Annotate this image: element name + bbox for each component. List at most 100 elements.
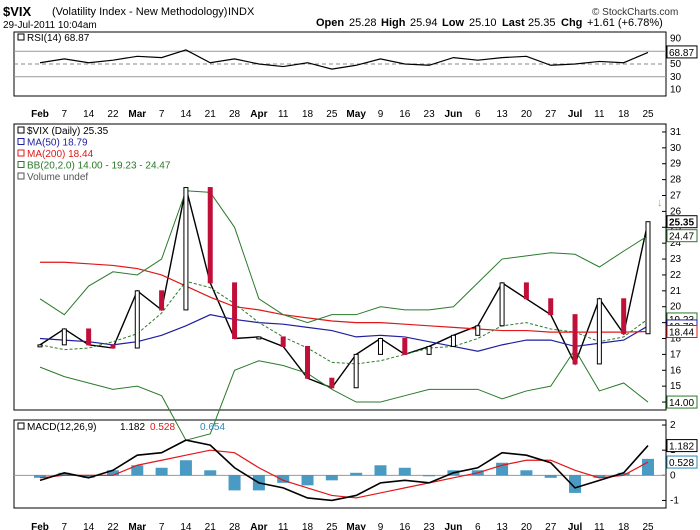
price-badge bbox=[666, 229, 698, 243]
macd-badge bbox=[666, 455, 698, 469]
x-axis-label: 18 bbox=[618, 109, 630, 120]
macd-tick-label: 2 bbox=[670, 420, 676, 431]
x-axis-label-bottom: 6 bbox=[475, 522, 481, 530]
x-axis-label: May bbox=[346, 109, 366, 120]
open-label: Open bbox=[316, 17, 344, 29]
x-axis-label: 25 bbox=[326, 109, 338, 120]
macd-badge bbox=[666, 439, 698, 453]
price-badge-text: 25.35 bbox=[669, 218, 694, 229]
rsi-line bbox=[39, 49, 649, 70]
price-tick-label: 23 bbox=[670, 254, 682, 265]
price-tick-label: 15 bbox=[670, 381, 682, 392]
x-axis-label: 28 bbox=[229, 109, 241, 120]
macd-badge-text: 0.528 bbox=[669, 458, 694, 469]
x-axis-label: 18 bbox=[302, 109, 314, 120]
macd-signal-line bbox=[39, 449, 649, 499]
macd-histogram-bar bbox=[325, 475, 338, 481]
price-badge-text: 14.00 bbox=[669, 398, 694, 409]
macd-histogram-bar bbox=[228, 475, 241, 491]
macd-histogram-bar bbox=[593, 475, 606, 478]
price-candle bbox=[232, 282, 238, 339]
x-axis-label: Mar bbox=[128, 109, 146, 120]
chg-value: +1.61 (+6.78%) bbox=[587, 17, 663, 29]
price-candle bbox=[280, 336, 286, 347]
price-series-bb-middle bbox=[39, 280, 649, 365]
price-series-ma-50 bbox=[39, 314, 649, 352]
price-candle bbox=[207, 187, 213, 284]
x-axis-label: 11 bbox=[594, 109, 605, 120]
macd-histogram-bar bbox=[277, 475, 290, 483]
chg-label: Chg bbox=[561, 17, 582, 29]
price-arrow-icon: ↓ bbox=[657, 197, 663, 209]
price-legend-swatch bbox=[17, 149, 25, 157]
macd-histogram-bar bbox=[569, 475, 582, 493]
x-axis-label: 22 bbox=[107, 109, 119, 120]
rsi-tick-label: 30 bbox=[670, 72, 682, 83]
price-series-ma-200 bbox=[40, 261, 649, 333]
x-axis-label-bottom: 23 bbox=[424, 522, 436, 530]
price-badge bbox=[666, 325, 698, 339]
x-axis-label: 27 bbox=[545, 109, 557, 120]
low-label: Low bbox=[442, 17, 464, 29]
price-legend-entry: $VIX (Daily) 25.35 bbox=[27, 126, 109, 137]
price-candle bbox=[645, 221, 651, 335]
last-label: Last bbox=[502, 17, 525, 29]
price-legend-entry: Volume undef bbox=[27, 172, 88, 183]
x-axis-label-bottom: 18 bbox=[302, 522, 314, 530]
low-value: 25.10 bbox=[469, 17, 497, 29]
price-tick-label: 20 bbox=[670, 302, 682, 313]
watermark: © StockCharts.com bbox=[592, 7, 678, 18]
macd-line bbox=[39, 439, 649, 502]
x-axis-label-bottom: 9 bbox=[378, 522, 384, 530]
macd-histogram-bar bbox=[642, 458, 654, 476]
rsi-tick-label: 10 bbox=[670, 85, 682, 96]
symbol-title: $VIX bbox=[3, 4, 32, 19]
price-candle bbox=[426, 345, 432, 355]
price-series-vix-daily bbox=[39, 187, 649, 389]
price-legend-swatch bbox=[17, 138, 25, 145]
x-axis-label: 13 bbox=[497, 109, 509, 120]
macd-badge-text: 1.182 bbox=[669, 442, 694, 453]
price-candle bbox=[183, 187, 189, 311]
rsi-last-badge-text: 68.87 bbox=[669, 48, 694, 59]
x-axis-label: 6 bbox=[475, 109, 481, 120]
macd-histogram-bar bbox=[179, 460, 192, 476]
price-candle bbox=[572, 314, 578, 365]
price-candle bbox=[450, 334, 456, 347]
price-series-bb-upper bbox=[39, 190, 649, 324]
x-axis-label-bottom: 14 bbox=[83, 522, 95, 530]
price-candle bbox=[377, 338, 383, 355]
price-tick-label: 30 bbox=[670, 143, 682, 154]
x-axis-label: Feb bbox=[31, 109, 49, 120]
price-legend-entry: MA(200) 18.44 bbox=[27, 149, 94, 160]
rsi-last-badge bbox=[666, 45, 698, 59]
price-candle bbox=[256, 336, 262, 340]
macd-legend-hist: 0.654 bbox=[200, 422, 225, 433]
last-value: 25.35 bbox=[528, 17, 556, 29]
rsi-tick-label: 50 bbox=[670, 59, 682, 70]
macd-tick-label: 0 bbox=[670, 470, 676, 481]
x-axis-label: 7 bbox=[159, 109, 165, 120]
price-candle bbox=[37, 344, 43, 348]
x-axis-label-bottom: 13 bbox=[497, 522, 509, 530]
price-candle bbox=[596, 298, 602, 365]
price-tick-label: 16 bbox=[670, 365, 682, 376]
price-tick-label: 28 bbox=[670, 175, 682, 186]
x-axis-label-bottom: 21 bbox=[205, 522, 217, 530]
price-badge-text: 18.44 bbox=[669, 328, 694, 339]
x-axis-label-bottom: 27 bbox=[545, 522, 557, 530]
x-axis-label: 14 bbox=[180, 109, 192, 120]
high-value: 25.94 bbox=[410, 17, 438, 29]
price-legend-swatch bbox=[17, 126, 25, 134]
x-axis-label-bottom: Mar bbox=[128, 522, 146, 530]
macd-legend-prefix: MACD(12,26,9) bbox=[27, 422, 96, 433]
price-candle bbox=[499, 282, 505, 327]
price-tick-label: 24 bbox=[670, 238, 682, 249]
x-axis-label: Jul bbox=[568, 109, 583, 120]
price-series-bb-lower bbox=[39, 348, 649, 441]
x-axis-label-bottom: Feb bbox=[31, 522, 49, 530]
open-value: 25.28 bbox=[349, 17, 377, 29]
symbol-name: (Volatility Index - New Methodology) bbox=[52, 6, 227, 18]
x-axis-label: 14 bbox=[83, 109, 95, 120]
x-axis-label-bottom: 18 bbox=[618, 522, 630, 530]
